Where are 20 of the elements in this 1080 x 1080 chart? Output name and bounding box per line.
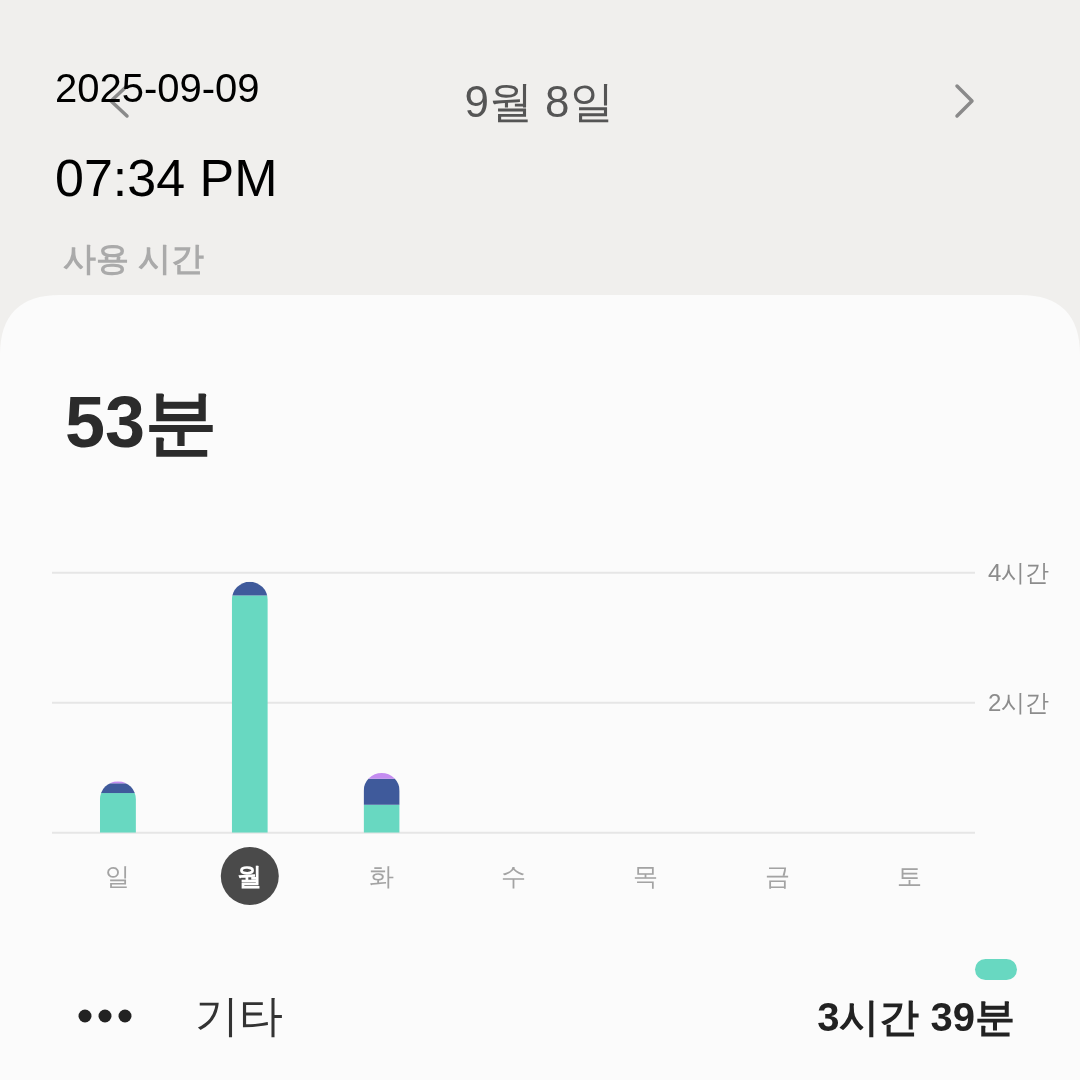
text: 2025-09-09	[55, 66, 260, 110]
text: 기타	[195, 991, 283, 1040]
bar	[231, 595, 268, 833]
bar	[363, 804, 400, 833]
y-tick-label: 2시간	[988, 689, 1050, 717]
chart-title: 9월 8일	[464, 77, 614, 126]
bar	[99, 793, 136, 833]
x-tick-label: 수	[501, 862, 526, 890]
text: 3시간 39분	[817, 995, 1015, 1039]
x-tick-label: 화	[369, 862, 395, 890]
x-tick-label: 금	[764, 862, 790, 890]
x-tick-label: 월	[237, 862, 263, 890]
text: 07:34 PM	[55, 149, 278, 207]
x-tick-label: 토	[896, 862, 922, 890]
x-tick-label: 일	[105, 862, 131, 890]
chart-subtitle: 사용 시간	[63, 240, 205, 277]
y-tick-label: 4시간	[988, 559, 1050, 587]
text: 53분	[65, 382, 218, 462]
bar	[363, 778, 400, 805]
x-tick-label: 목	[632, 862, 658, 890]
